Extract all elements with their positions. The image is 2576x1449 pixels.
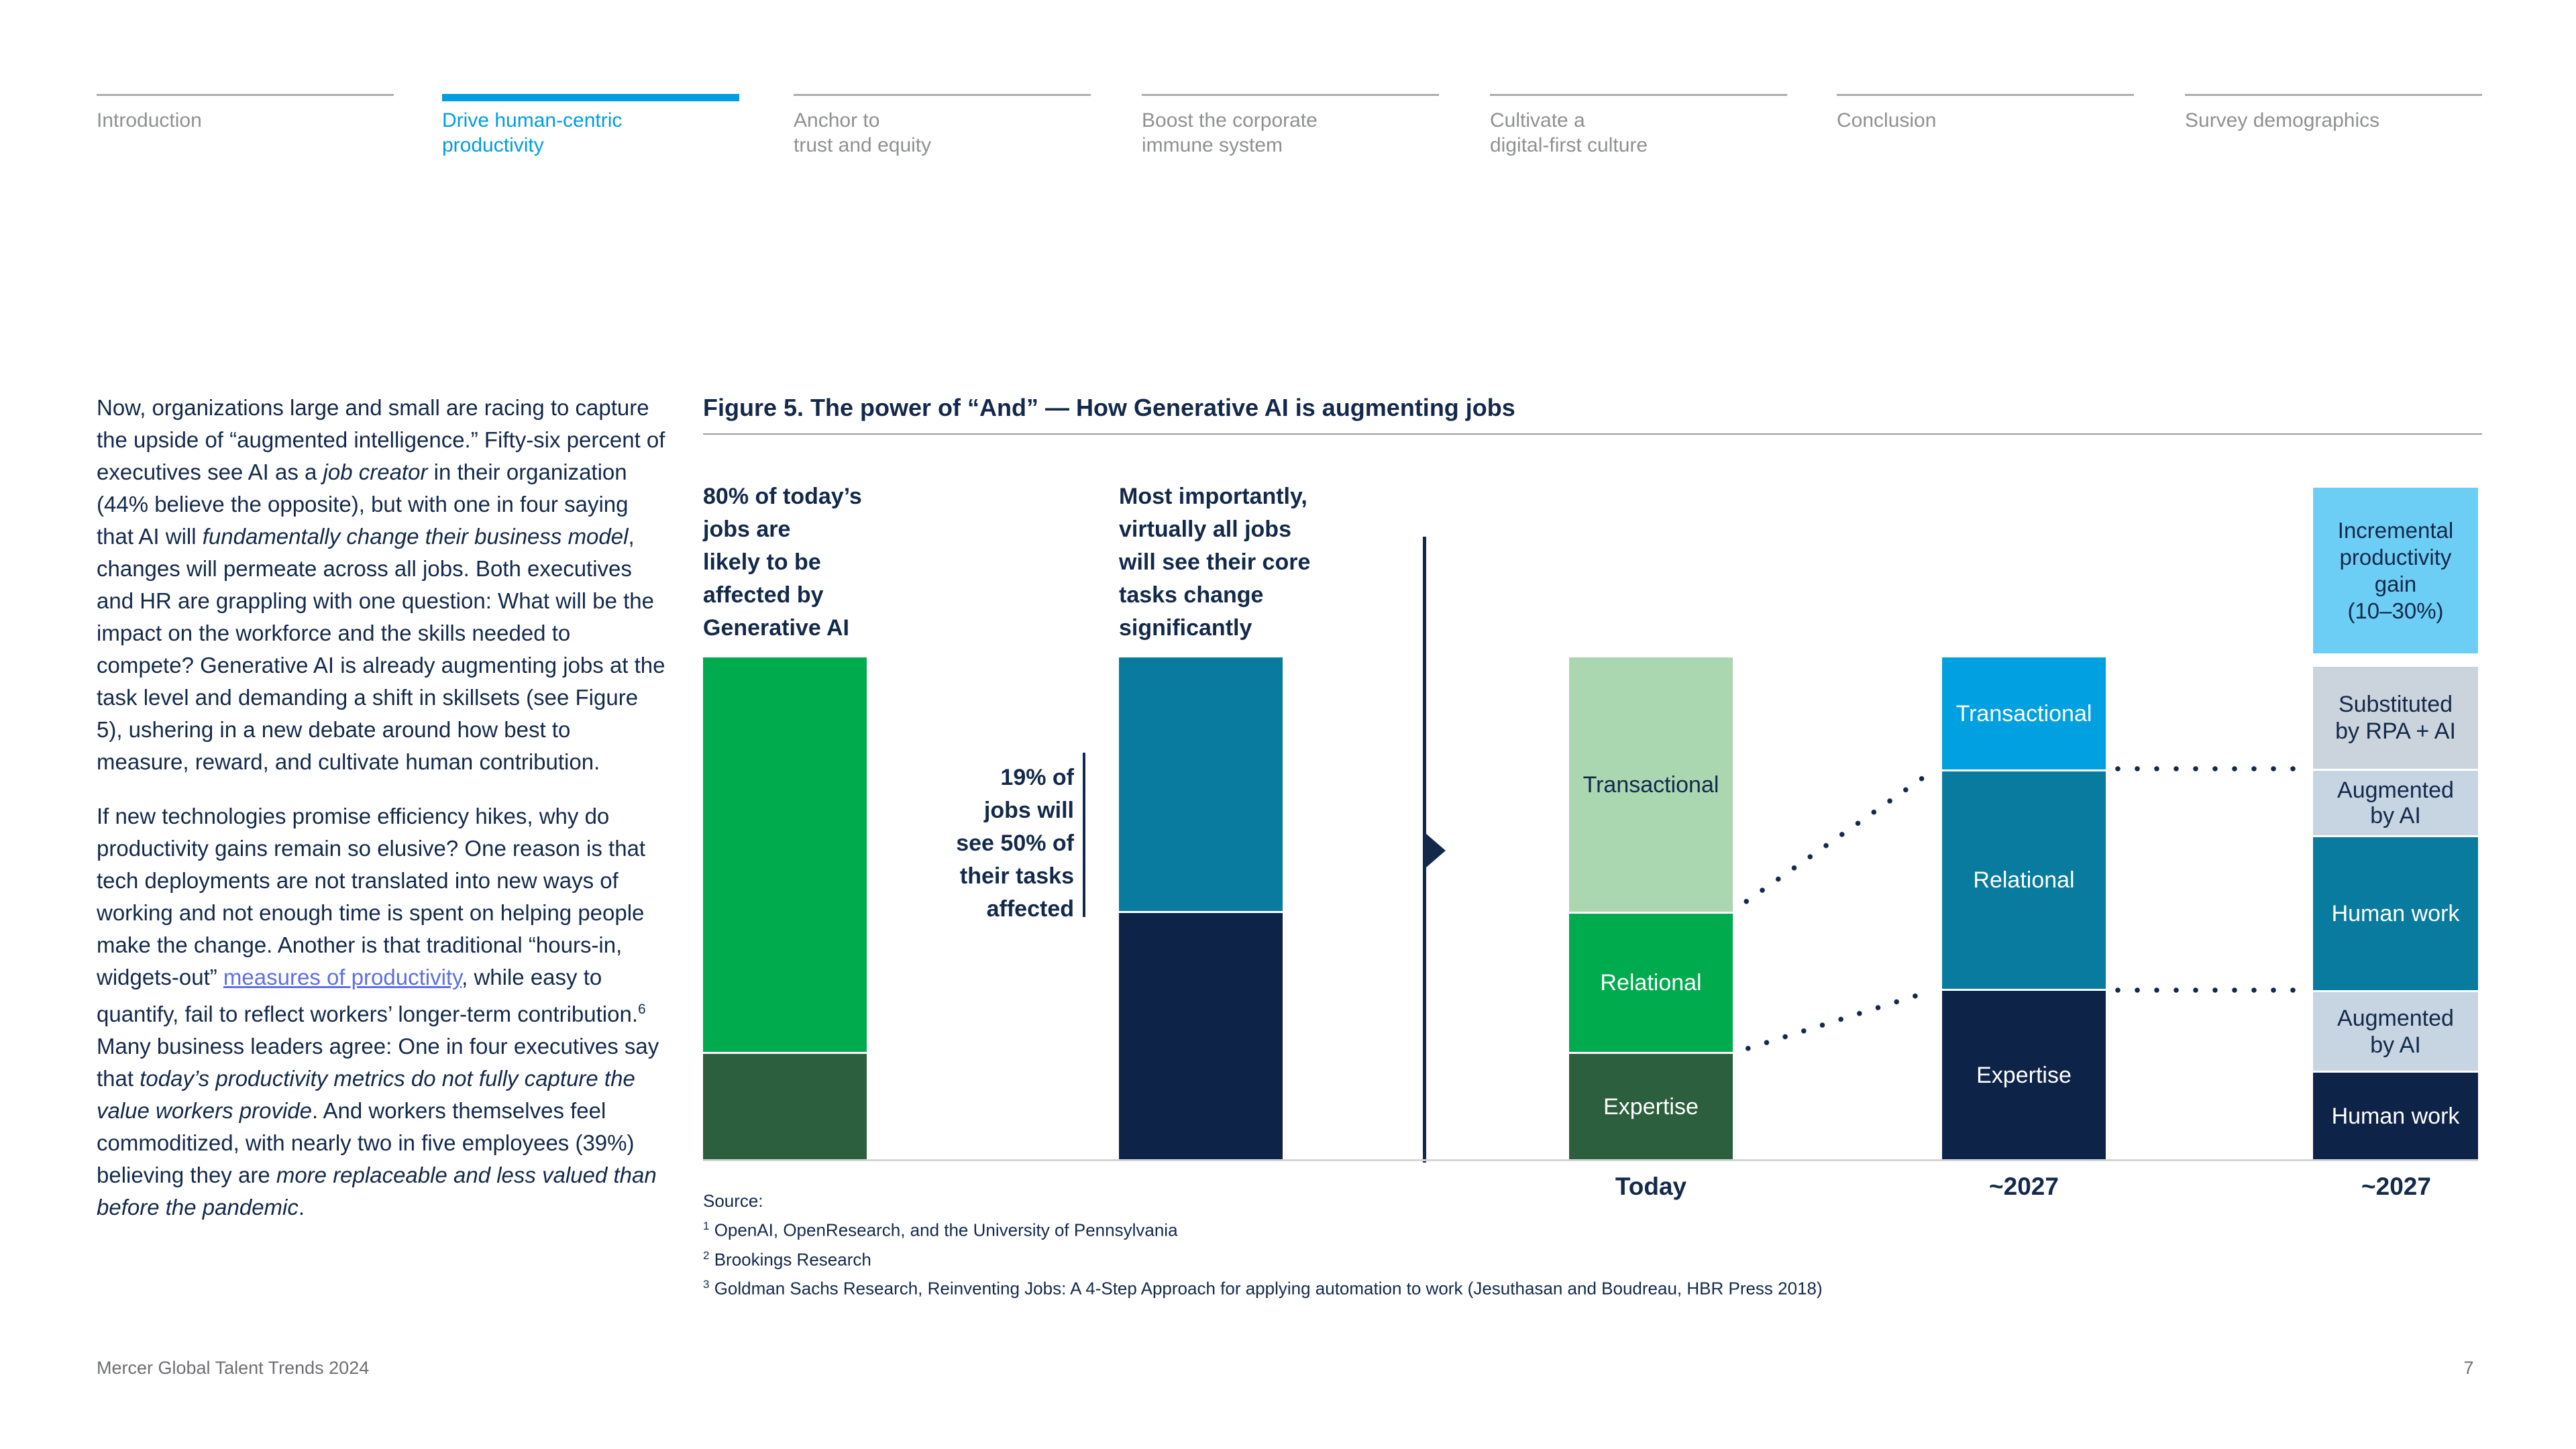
- segment-incremental-productivity-gain: Incremental productivity gain (10–30%): [2313, 488, 2478, 653]
- segment-today-expertise: Expertise: [1569, 1052, 1733, 1159]
- segment-human-work-relational: Human work: [2313, 835, 2478, 990]
- transition-divider-line: [1423, 537, 1426, 1163]
- segment-human-work-expertise: Human work: [2313, 1071, 2478, 1159]
- dotted-connector-human-work: [2115, 987, 2302, 993]
- segment-affected-by-generative-ai: [703, 657, 867, 1052]
- right-arrow-icon: [1426, 834, 1446, 867]
- source-notes: Source: 1 OpenAI, OpenResearch, and the …: [703, 1189, 1823, 1301]
- segment-2027-expertise: Expertise: [1942, 989, 2106, 1159]
- source-note: 2 Brookings Research: [703, 1243, 1823, 1273]
- footnote-text: OpenAI, OpenResearch, and the University…: [714, 1220, 1178, 1240]
- footnote-marker: 3: [703, 1278, 710, 1291]
- source-note: 3 Goldman Sachs Research, Reinventing Jo…: [703, 1272, 1823, 1301]
- annotation-core-tasks: Most importantly, virtually all jobs wil…: [1119, 484, 1311, 641]
- segment-2027-relational: Relational: [1942, 769, 2106, 989]
- x-label-2027: ~2027: [1989, 1173, 2059, 1200]
- segment-not-affected: [703, 1052, 867, 1159]
- nav-item-boost-the-corporate-immune-system[interactable]: Boost the corporate immune system: [1142, 94, 1439, 158]
- dotted-connector-transactional: [1742, 771, 1931, 906]
- nav-item-cultivate-a-digital-first-culture[interactable]: Cultivate a digital-first culture: [1490, 94, 1787, 158]
- dotted-connector-expertise: [1744, 989, 1929, 1052]
- nav-item-introduction[interactable]: Introduction: [97, 94, 394, 133]
- nav-item-survey-demographics[interactable]: Survey demographics: [2185, 94, 2482, 133]
- segment-2027-transactional: Transactional: [1942, 657, 2106, 769]
- x-label-today: Today: [1615, 1173, 1687, 1200]
- figure-title: Figure 5. The power of “And” — How Gener…: [703, 393, 2482, 435]
- source-note: 1 OpenAI, OpenResearch, and the Universi…: [703, 1214, 1823, 1243]
- measures-of-productivity-link[interactable]: measures of productivity: [223, 965, 462, 989]
- footer-report-title: Mercer Global Talent Trends 2024: [97, 1358, 370, 1378]
- annotation-80-percent-jobs: 80% of today’s jobs are likely to be aff…: [703, 484, 862, 641]
- footnote-marker: 1: [703, 1220, 710, 1232]
- segment-today-relational: Relational: [1569, 912, 1733, 1052]
- body-paragraph: If new technologies promise efficiency h…: [97, 804, 659, 1220]
- footnote-text: Brookings Research: [714, 1249, 871, 1270]
- segment-core-tasks-changing: [1119, 657, 1283, 911]
- bar-today: Transactional Relational Expertise: [1569, 657, 1733, 1159]
- footnote-marker: 2: [703, 1248, 710, 1262]
- nav-item-anchor-to-trust-and-equity[interactable]: Anchor to trust and equity: [794, 94, 1091, 158]
- segment-substituted-by-rpa-ai: Substituted by RPA + AI: [2313, 665, 2478, 769]
- chart-baseline: [703, 1159, 2478, 1161]
- page-number: 7: [2463, 1358, 2474, 1378]
- note-divider-line: [1083, 753, 1085, 917]
- bar-core-tasks: [1119, 657, 1283, 1159]
- nav-item-drive-human-centric-productivity[interactable]: Drive human-centric productivity: [442, 94, 739, 158]
- footnote-text: Goldman Sachs Research, Reinventing Jobs…: [714, 1278, 1823, 1299]
- article-body: Now, organizations large and small are r…: [97, 392, 668, 1246]
- nav-item-conclusion[interactable]: Conclusion: [1837, 94, 2134, 133]
- bar-2027: Transactional Relational Expertise: [1942, 657, 2106, 1159]
- annotation-19-percent-note: 19% of jobs will see 50% of their tasks …: [956, 765, 1074, 922]
- segment-augmented-by-ai-lower: Augmented by AI: [2313, 990, 2478, 1071]
- segment-tasks-50pct-affected: [1119, 911, 1283, 1159]
- segment-augmented-by-ai-upper: Augmented by AI: [2313, 769, 2478, 835]
- body-paragraph: Now, organizations large and small are r…: [97, 395, 665, 774]
- bar-jobs-affected: [703, 657, 867, 1159]
- dotted-connector-substituted: [2115, 766, 2302, 771]
- x-label-2027-outcome: ~2027: [2361, 1173, 2431, 1200]
- segment-today-transactional: Transactional: [1569, 657, 1733, 912]
- source-label: Source:: [703, 1191, 763, 1211]
